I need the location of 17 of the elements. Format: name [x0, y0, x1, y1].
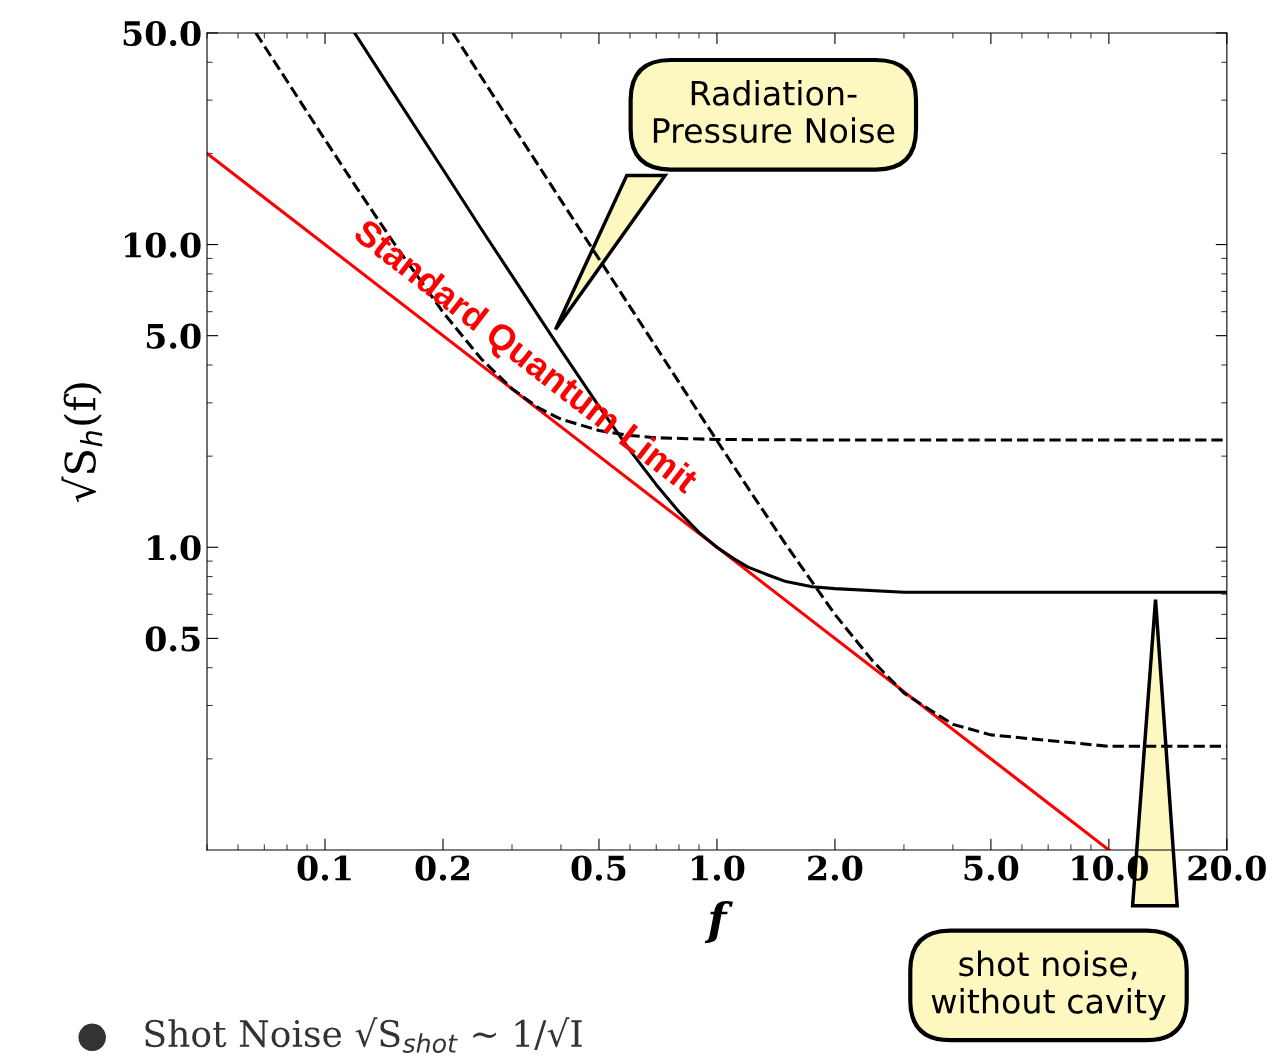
y-tick-label: 5.0 — [146, 323, 201, 349]
y-axis-title: √S$_{h}$(f) — [61, 383, 103, 502]
x-tick-label: 0.1 — [297, 855, 351, 881]
x-tick-label: 20.0 — [1188, 855, 1266, 881]
x-tick-label: 5.0 — [964, 855, 1019, 881]
text: shot noise, without cavity — [931, 950, 1166, 1021]
y-tick-label: 0.5 — [145, 626, 200, 652]
x-tick-label: 2.0 — [808, 855, 863, 881]
x-axis-title: f — [704, 900, 733, 944]
x-tick-label: 0.2 — [415, 855, 469, 881]
y-tick-label: 1.0 — [148, 535, 201, 561]
annotation: Radiation- Pressure Noise — [653, 80, 895, 144]
x-tick-label: 1.0 — [692, 855, 745, 881]
text: ● Shot Noise √S$_{shot}$ ~ 1/√I — [78, 1017, 582, 1053]
y-tick-label: 50.0 — [123, 20, 201, 47]
x-tick-label: 0.5 — [571, 855, 626, 881]
y-tick-label: 10.0 — [125, 232, 201, 258]
